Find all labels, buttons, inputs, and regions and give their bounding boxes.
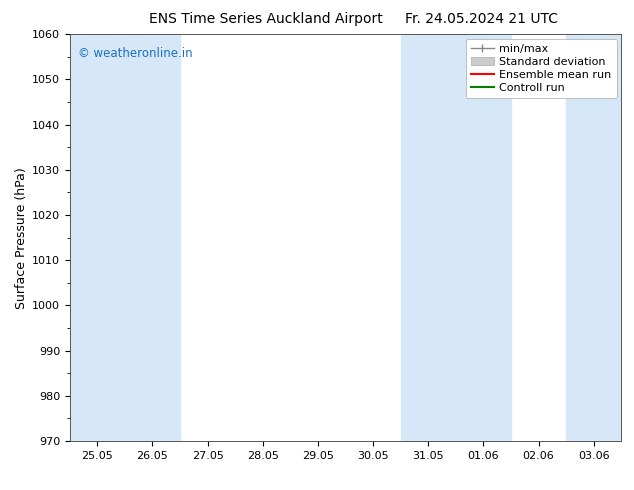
Legend: min/max, Standard deviation, Ensemble mean run, Controll run: min/max, Standard deviation, Ensemble me… [466, 39, 617, 98]
Bar [70, 34, 125, 441]
Bar [401, 34, 456, 441]
Y-axis label: Surface Pressure (hPa): Surface Pressure (hPa) [15, 167, 28, 309]
Bar [125, 34, 180, 441]
Text: Fr. 24.05.2024 21 UTC: Fr. 24.05.2024 21 UTC [405, 12, 559, 26]
Bar [456, 34, 511, 441]
Bar [566, 34, 621, 441]
Text: © weatheronline.in: © weatheronline.in [78, 47, 193, 59]
Text: ENS Time Series Auckland Airport: ENS Time Series Auckland Airport [150, 12, 383, 26]
